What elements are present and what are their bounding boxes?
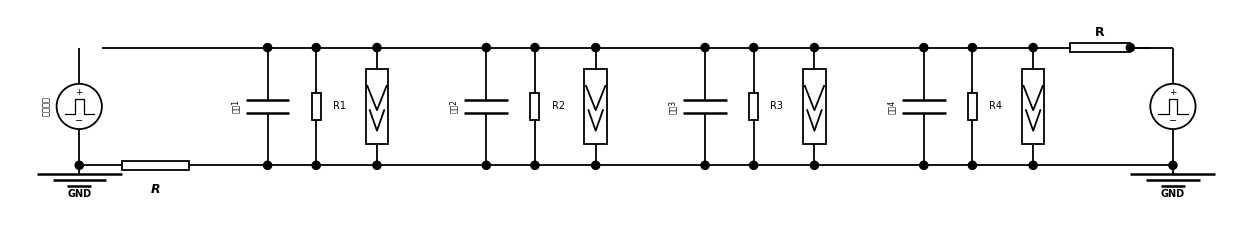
Bar: [584, 69, 608, 144]
Ellipse shape: [968, 43, 976, 52]
Ellipse shape: [312, 43, 320, 52]
Ellipse shape: [57, 84, 102, 129]
Text: 工位3: 工位3: [668, 99, 677, 113]
Bar: [1070, 43, 1131, 52]
Ellipse shape: [701, 43, 709, 52]
Text: 工位4: 工位4: [887, 99, 895, 113]
Ellipse shape: [701, 161, 709, 169]
Text: GND: GND: [67, 189, 92, 199]
Text: +: +: [1169, 88, 1177, 97]
Text: −: −: [1169, 116, 1177, 126]
Ellipse shape: [750, 43, 758, 52]
Text: 脉冲电源: 脉冲电源: [41, 97, 51, 116]
Ellipse shape: [591, 43, 600, 52]
Text: R: R: [1095, 26, 1105, 39]
Bar: [968, 93, 977, 120]
Ellipse shape: [482, 43, 490, 52]
Text: R4: R4: [990, 101, 1002, 111]
Ellipse shape: [531, 161, 539, 169]
Ellipse shape: [1029, 161, 1037, 169]
Text: 工位1: 工位1: [231, 99, 239, 113]
Ellipse shape: [264, 43, 272, 52]
Ellipse shape: [373, 161, 381, 169]
Bar: [311, 93, 321, 120]
Ellipse shape: [264, 161, 272, 169]
Bar: [749, 93, 758, 120]
Ellipse shape: [811, 43, 818, 52]
Ellipse shape: [1169, 161, 1177, 169]
Ellipse shape: [750, 161, 758, 169]
Ellipse shape: [591, 161, 600, 169]
Ellipse shape: [811, 161, 818, 169]
Ellipse shape: [373, 43, 381, 52]
Text: 工位2: 工位2: [449, 99, 459, 113]
Text: +: +: [76, 88, 83, 97]
Ellipse shape: [920, 161, 928, 169]
Bar: [122, 161, 188, 170]
Bar: [366, 69, 388, 144]
Ellipse shape: [531, 43, 539, 52]
Ellipse shape: [968, 161, 976, 169]
Text: −: −: [76, 116, 83, 126]
Bar: [531, 93, 539, 120]
Ellipse shape: [1029, 43, 1037, 52]
Ellipse shape: [1151, 84, 1195, 129]
Ellipse shape: [312, 161, 320, 169]
Ellipse shape: [76, 161, 83, 169]
Ellipse shape: [920, 43, 928, 52]
Ellipse shape: [1126, 43, 1135, 52]
Bar: [1022, 69, 1044, 144]
Text: GND: GND: [1161, 189, 1185, 199]
Text: R: R: [150, 183, 160, 196]
Text: R1: R1: [332, 101, 346, 111]
Bar: [804, 69, 826, 144]
Text: R2: R2: [552, 101, 564, 111]
Ellipse shape: [482, 161, 490, 169]
Text: R3: R3: [770, 101, 784, 111]
